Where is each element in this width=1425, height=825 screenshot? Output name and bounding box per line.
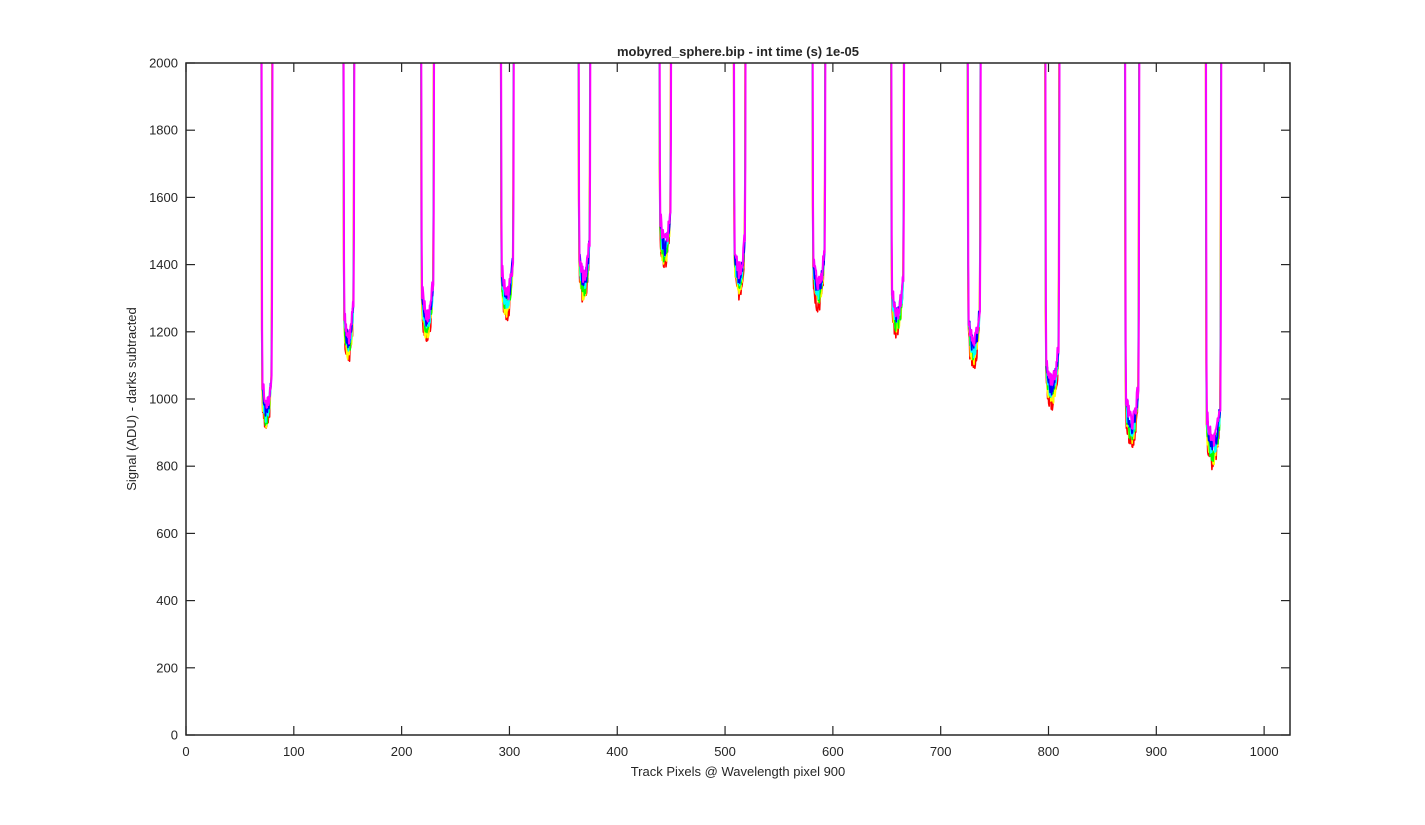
x-tick-label: 1000 (1250, 744, 1279, 759)
x-tick-label: 100 (283, 744, 305, 759)
y-tick-label: 800 (156, 459, 178, 474)
x-tick-label: 500 (714, 744, 736, 759)
chart-title: mobyred_sphere.bip - int time (s) 1e-05 (617, 44, 859, 59)
y-tick-label: 1600 (149, 190, 178, 205)
y-tick-label: 200 (156, 660, 178, 675)
x-tick-label: 900 (1145, 744, 1167, 759)
y-axis: 0 200 400 600 800 1000 1200 1400 1600 1800 2000 (149, 56, 1290, 743)
y-tick-label: 2000 (149, 56, 178, 71)
y-tick-label: 0 (171, 728, 178, 743)
y-tick-label: 1200 (149, 324, 178, 339)
x-tick-label: 600 (822, 744, 844, 759)
y-axis-label: Signal (ADU) - darks subtracted (124, 307, 139, 491)
y-tick-label: 1400 (149, 257, 178, 272)
plot-area (186, 63, 1290, 735)
y-tick-label: 1000 (149, 392, 178, 407)
series-line (260, 63, 1223, 447)
x-tick-label: 700 (930, 744, 952, 759)
series-layer (260, 63, 1223, 471)
x-axis: 0 100 200 300 400 500 600 700 800 900 1000 (182, 63, 1279, 759)
y-tick-label: 600 (156, 526, 178, 541)
y-tick-label: 400 (156, 593, 178, 608)
y-tick-label: 1800 (149, 123, 178, 138)
x-tick-label: 300 (499, 744, 521, 759)
x-tick-label: 0 (182, 744, 189, 759)
x-tick-label: 200 (391, 744, 413, 759)
x-tick-label: 400 (606, 744, 628, 759)
x-tick-label: 800 (1038, 744, 1060, 759)
x-axis-label: Track Pixels @ Wavelength pixel 900 (631, 764, 846, 779)
